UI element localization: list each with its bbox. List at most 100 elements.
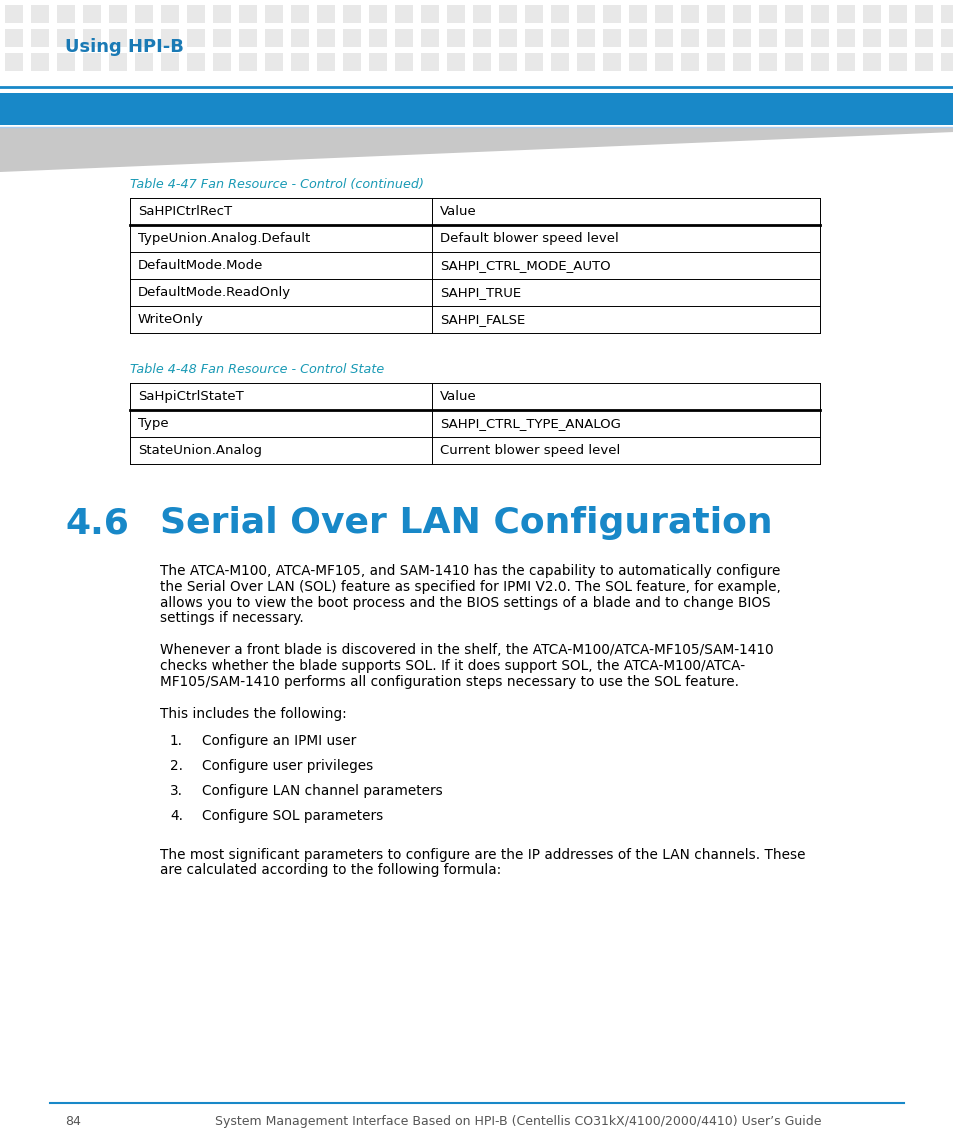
Bar <box>577 29 595 47</box>
Text: 1.: 1. <box>170 734 183 749</box>
Text: The most significant parameters to configure are the IP addresses of the LAN cha: The most significant parameters to confi… <box>160 847 804 861</box>
Bar <box>135 29 152 47</box>
Text: Current blower speed level: Current blower speed level <box>439 444 619 457</box>
Text: Serial Over LAN Configuration: Serial Over LAN Configuration <box>160 506 772 540</box>
Bar <box>759 5 776 23</box>
Text: 3.: 3. <box>170 784 183 798</box>
Bar <box>187 29 205 47</box>
Bar <box>369 5 387 23</box>
Bar <box>602 29 620 47</box>
Bar <box>291 29 309 47</box>
Bar <box>551 5 568 23</box>
Bar <box>524 53 542 71</box>
Bar <box>655 29 672 47</box>
Bar <box>862 29 880 47</box>
Bar <box>343 29 360 47</box>
Bar <box>680 5 699 23</box>
Bar <box>784 53 802 71</box>
Text: 2.: 2. <box>170 759 183 773</box>
Bar <box>369 53 387 71</box>
Bar <box>161 29 179 47</box>
Bar <box>836 5 854 23</box>
Bar <box>577 53 595 71</box>
Text: allows you to view the boot process and the BIOS settings of a blade and to chan: allows you to view the boot process and … <box>160 595 770 609</box>
Bar <box>940 53 953 71</box>
Bar <box>395 53 413 71</box>
Text: 4.: 4. <box>170 808 183 823</box>
Bar <box>83 5 101 23</box>
Bar <box>602 5 620 23</box>
Text: SAHPI_CTRL_MODE_AUTO: SAHPI_CTRL_MODE_AUTO <box>439 259 610 273</box>
Bar <box>395 29 413 47</box>
Bar <box>161 5 179 23</box>
Bar <box>836 29 854 47</box>
Bar <box>316 5 335 23</box>
Bar <box>473 29 491 47</box>
Bar <box>447 29 464 47</box>
Text: Configure an IPMI user: Configure an IPMI user <box>202 734 355 749</box>
Bar <box>706 53 724 71</box>
Bar <box>914 53 932 71</box>
Bar <box>602 53 620 71</box>
Bar <box>810 53 828 71</box>
Bar <box>291 5 309 23</box>
Bar <box>239 53 256 71</box>
Bar <box>732 53 750 71</box>
Bar <box>655 53 672 71</box>
Bar <box>447 53 464 71</box>
Text: 84: 84 <box>65 1115 81 1128</box>
Bar <box>187 53 205 71</box>
Bar <box>30 29 49 47</box>
Text: Configure SOL parameters: Configure SOL parameters <box>202 808 383 823</box>
Bar <box>551 53 568 71</box>
Text: System Management Interface Based on HPI-B (Centellis CO31kX/4100/2000/4410) Use: System Management Interface Based on HPI… <box>214 1115 821 1128</box>
Bar <box>810 29 828 47</box>
Bar <box>862 53 880 71</box>
Bar <box>940 5 953 23</box>
Bar <box>524 5 542 23</box>
Bar <box>888 29 906 47</box>
Bar <box>5 5 23 23</box>
Bar <box>316 53 335 71</box>
Bar <box>57 5 75 23</box>
Bar <box>628 29 646 47</box>
Bar <box>109 5 127 23</box>
Bar <box>291 53 309 71</box>
Text: StateUnion.Analog: StateUnion.Analog <box>138 444 262 457</box>
Bar <box>30 53 49 71</box>
Text: DefaultMode.ReadOnly: DefaultMode.ReadOnly <box>138 286 291 299</box>
Bar <box>732 29 750 47</box>
Text: settings if necessary.: settings if necessary. <box>160 611 303 625</box>
Bar <box>213 29 231 47</box>
Bar <box>265 53 283 71</box>
Bar <box>83 29 101 47</box>
Bar <box>130 198 820 333</box>
Bar <box>784 5 802 23</box>
Bar <box>706 29 724 47</box>
Bar <box>888 5 906 23</box>
Bar <box>498 5 517 23</box>
Bar <box>109 53 127 71</box>
Bar <box>706 5 724 23</box>
Bar <box>551 29 568 47</box>
Bar <box>265 29 283 47</box>
Text: MF105/SAM-1410 performs all configuration steps necessary to use the SOL feature: MF105/SAM-1410 performs all configuratio… <box>160 674 739 689</box>
Bar <box>161 53 179 71</box>
Bar <box>135 53 152 71</box>
Text: SaHPICtrlRecT: SaHPICtrlRecT <box>138 205 232 218</box>
Text: Table 4-48 Fan Resource - Control State: Table 4-48 Fan Resource - Control State <box>130 363 384 376</box>
Text: DefaultMode.Mode: DefaultMode.Mode <box>138 259 263 273</box>
Bar <box>940 29 953 47</box>
Bar <box>5 53 23 71</box>
Bar <box>395 5 413 23</box>
Text: checks whether the blade supports SOL. If it does support SOL, the ATCA-M100/ATC: checks whether the blade supports SOL. I… <box>160 660 744 673</box>
Bar <box>888 53 906 71</box>
Text: This includes the following:: This includes the following: <box>160 706 346 720</box>
Bar <box>239 5 256 23</box>
Text: the Serial Over LAN (SOL) feature as specified for IPMI V2.0. The SOL feature, f: the Serial Over LAN (SOL) feature as spe… <box>160 579 781 594</box>
Text: Using HPI-B: Using HPI-B <box>65 38 184 56</box>
Bar <box>316 29 335 47</box>
Text: Value: Value <box>439 390 476 403</box>
Bar <box>83 53 101 71</box>
Bar <box>498 53 517 71</box>
